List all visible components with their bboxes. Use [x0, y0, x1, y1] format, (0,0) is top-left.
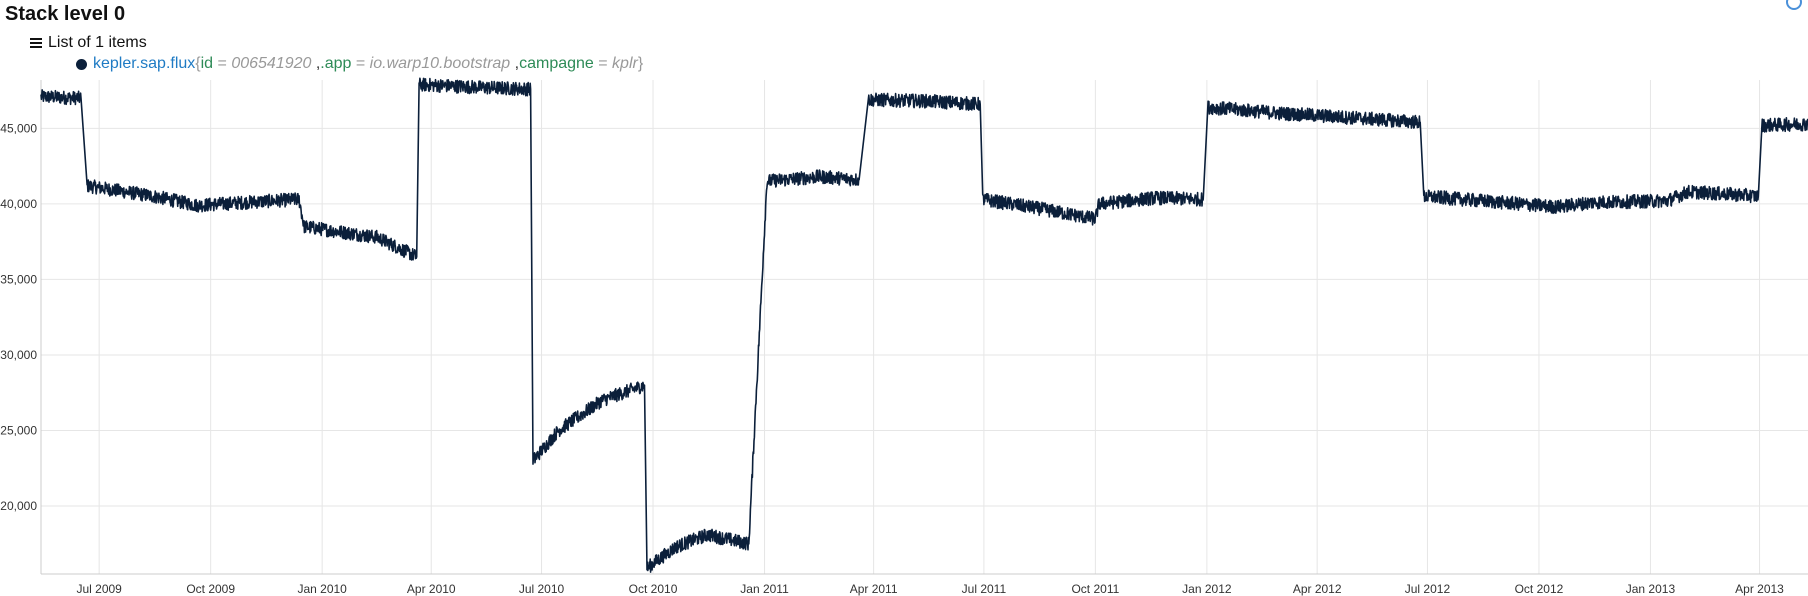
y-tick-label: 20,000 [0, 499, 37, 513]
list-header[interactable]: List of 1 items [30, 34, 147, 52]
x-tick-label: Jul 2011 [962, 582, 1007, 596]
x-tick-label: Apr 2013 [1735, 582, 1784, 596]
label-key: campagne [519, 55, 594, 72]
label-equals: = [593, 55, 613, 72]
x-tick-label: Jul 2012 [1405, 582, 1451, 596]
x-tick-label: Apr 2012 [1293, 582, 1342, 596]
y-tick-label: 40,000 [0, 197, 37, 211]
series-line [40, 77, 1808, 573]
label-key: id [200, 55, 214, 72]
labels-close-brace: } [637, 55, 644, 72]
list-label: List of 1 items [48, 34, 147, 51]
x-tick-label: Jan 2011 [740, 582, 789, 596]
series-dot-icon [76, 58, 87, 70]
label-key: .app [320, 55, 352, 72]
labels-open-brace: { [195, 55, 201, 72]
label-separator: , [311, 55, 321, 72]
stack-title: Stack level 0 [5, 3, 126, 25]
x-tick-label: Jul 2009 [76, 582, 122, 596]
list-icon [30, 38, 42, 48]
x-tick-label: Oct 2009 [186, 582, 235, 596]
y-tick-label: 45,000 [0, 121, 37, 135]
x-tick-label: Jan 2010 [297, 582, 347, 596]
series-class-name: kepler.sap.flux [93, 55, 196, 72]
label-separator: , [510, 55, 520, 72]
y-tick-label: 25,000 [0, 423, 37, 437]
x-tick-label: Apr 2010 [407, 582, 456, 596]
x-tick-label: Jan 2012 [1182, 582, 1232, 596]
label-value: 006541920 [231, 55, 312, 72]
label-equals: = [351, 55, 370, 72]
series-labels: id = 006541920 ,.app = io.warp10.bootstr… [201, 55, 638, 73]
series-legend-item[interactable]: kepler.sap.flux { id = 006541920 ,.app =… [76, 55, 643, 73]
x-tick-label: Oct 2011 [1071, 582, 1119, 596]
x-tick-label: Oct 2010 [629, 582, 678, 596]
label-equals: = [213, 55, 232, 72]
x-tick-label: Jul 2010 [519, 582, 565, 596]
x-tick-label: Jan 2013 [1626, 582, 1676, 596]
x-tick-label: Apr 2011 [850, 582, 898, 596]
label-value: kplr [612, 55, 638, 72]
x-tick-label: Oct 2012 [1515, 582, 1564, 596]
y-tick-label: 35,000 [0, 272, 37, 286]
corner-circle-icon[interactable] [1786, 0, 1802, 10]
y-tick-label: 30,000 [0, 348, 37, 362]
label-value: io.warp10.bootstrap [369, 55, 511, 72]
